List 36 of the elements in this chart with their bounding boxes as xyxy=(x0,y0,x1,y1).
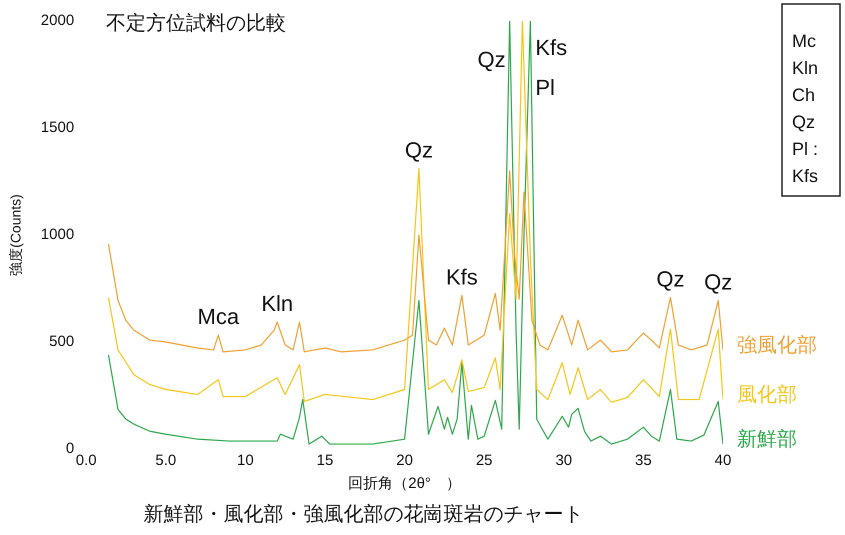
annotation: Qz xyxy=(478,47,506,72)
y-tick-label: 2000 xyxy=(40,12,74,30)
text: Pl : xyxy=(792,138,818,159)
annotation: Mca xyxy=(198,304,240,330)
annotation: Qz xyxy=(704,270,732,295)
x-tick-label: 10 xyxy=(237,452,254,470)
annotation: Pl xyxy=(535,75,555,100)
y-tick-label: 500 xyxy=(49,333,74,350)
x-tick-label: 25 xyxy=(476,452,493,470)
series-label: 新鮮部 xyxy=(737,428,797,451)
series-label: 強風化部 xyxy=(737,334,817,356)
y-tick-label: 1500 xyxy=(40,119,74,136)
annotation: Kln xyxy=(261,291,294,316)
annotation: Kfs xyxy=(446,264,478,290)
x-tick-label: 15 xyxy=(316,452,334,470)
annotation: Kfs xyxy=(535,35,568,60)
text: Kln xyxy=(792,58,818,78)
y-axis-title: 強度(Counts) xyxy=(7,194,24,276)
text: Ch xyxy=(792,84,816,105)
x-tick-label: 0.0 xyxy=(76,452,97,470)
x-tick-label: 35 xyxy=(635,452,652,470)
annotation: Qz xyxy=(656,266,685,292)
series-label: 風化部 xyxy=(737,384,797,406)
x-tick-label: 30 xyxy=(555,452,572,470)
chart-subtitle: 不定方位試料の比較 xyxy=(106,12,286,35)
text: 新鮮部・風化部・強風化部の花崗斑岩のチャート xyxy=(144,504,584,526)
x-tick-label: 40 xyxy=(714,452,732,470)
annotation: Qz xyxy=(404,138,433,163)
text: Kfs xyxy=(792,166,818,186)
y-tick-label: 0 xyxy=(66,440,74,458)
y-tick-label: 1000 xyxy=(40,226,74,244)
x-tick-label: 20 xyxy=(396,452,413,470)
text: Mc xyxy=(792,30,816,51)
x-tick-label: 5.0 xyxy=(155,452,176,470)
text: Qz xyxy=(792,112,816,132)
x-axis-title: 回折角（2θ° ） xyxy=(348,475,461,492)
